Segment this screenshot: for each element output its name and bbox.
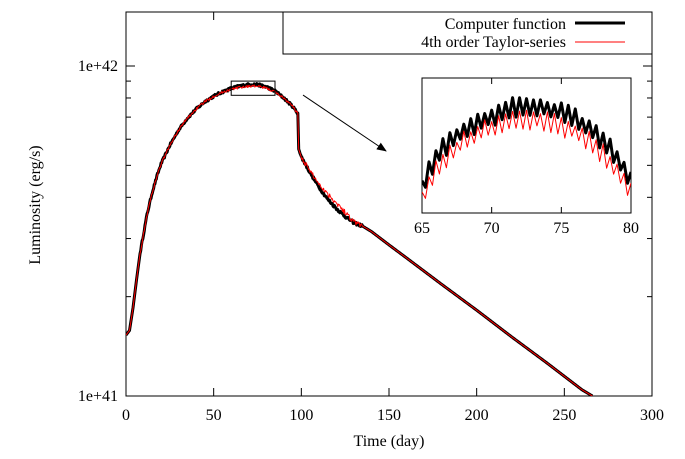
inset-x-axis: 65 70 75 80 — [414, 78, 639, 237]
x-tick-label: 200 — [465, 407, 489, 424]
x-tick-label: 50 — [206, 407, 222, 424]
x-tick-label: 0 — [122, 407, 130, 424]
series-line-taylor-series — [126, 84, 593, 396]
inset-series-line-taylor-series — [422, 109, 631, 199]
y-tick-label: 1e+42 — [78, 58, 118, 75]
inset-x-tick-label: 80 — [623, 220, 639, 237]
inset-plot-area — [422, 96, 631, 199]
y-axis-title: Luminosity (erg/s) — [27, 145, 44, 264]
zoom-arrow — [302, 94, 387, 152]
y-axis: 1e+42 1e+41 — [78, 58, 652, 405]
y-tick-label: 1e+41 — [78, 388, 118, 405]
legend-label-taylor-series: 4th order Taylor-series — [421, 34, 566, 51]
x-axis-title: Time (day) — [354, 433, 425, 450]
inset-series-line-computer-function — [422, 96, 631, 189]
x-tick-label: 100 — [289, 407, 313, 424]
x-tick-label: 150 — [377, 407, 401, 424]
inset-x-tick-label: 75 — [553, 220, 569, 237]
legend-box — [282, 11, 653, 55]
inset-x-tick-label: 70 — [484, 220, 500, 237]
legend-label-computer-function: Computer function — [445, 16, 566, 33]
legend: Computer function 4th order Taylor-serie… — [282, 11, 653, 55]
x-tick-label: 300 — [640, 407, 664, 424]
x-tick-label: 250 — [552, 407, 576, 424]
zoom-region-box — [230, 80, 276, 96]
inset-x-tick-label: 65 — [414, 220, 430, 237]
main-plot-area — [126, 82, 594, 396]
x-axis: 0 50 100 150 200 250 300 — [122, 12, 664, 424]
